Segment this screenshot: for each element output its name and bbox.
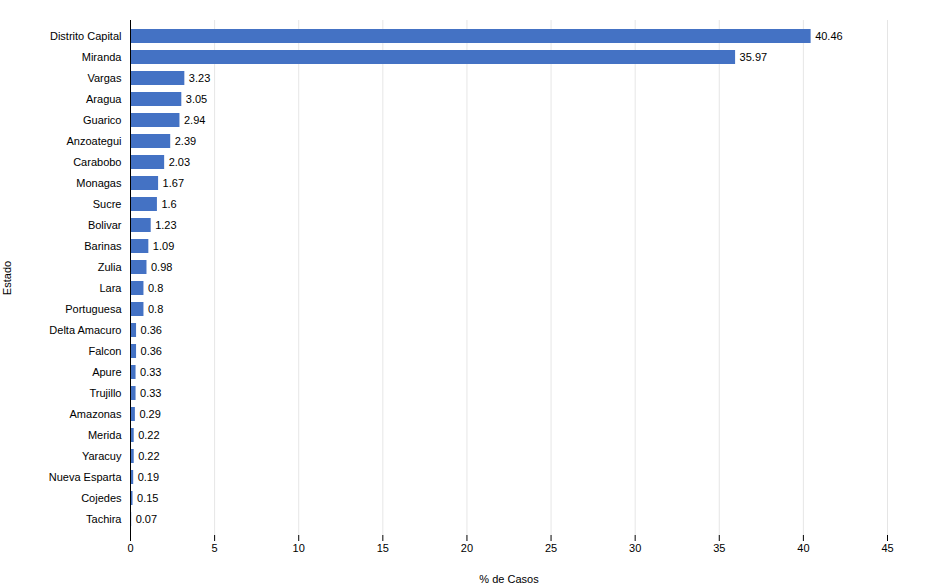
svg-text:0: 0 [127, 542, 133, 554]
svg-text:25: 25 [545, 542, 557, 554]
svg-text:0.22: 0.22 [138, 429, 159, 441]
svg-text:0.29: 0.29 [139, 408, 160, 420]
svg-text:Distrito Capital: Distrito Capital [50, 30, 122, 42]
svg-text:Trujillo: Trujillo [90, 387, 122, 399]
svg-text:Lara: Lara [99, 282, 122, 294]
svg-text:0.36: 0.36 [141, 324, 162, 336]
svg-text:2.94: 2.94 [184, 114, 205, 126]
svg-text:20: 20 [461, 542, 473, 554]
svg-text:Monagas: Monagas [76, 177, 122, 189]
svg-text:Tachira: Tachira [86, 513, 122, 525]
svg-text:3.05: 3.05 [186, 93, 207, 105]
svg-text:35: 35 [713, 542, 725, 554]
svg-text:Sucre: Sucre [93, 198, 122, 210]
svg-text:1.23: 1.23 [155, 219, 176, 231]
svg-text:Anzoategui: Anzoategui [66, 135, 121, 147]
svg-text:Vargas: Vargas [87, 72, 122, 84]
svg-text:Zulia: Zulia [98, 261, 123, 273]
svg-text:35.97: 35.97 [740, 51, 768, 63]
svg-text:2.39: 2.39 [175, 135, 196, 147]
svg-text:Nueva Esparta: Nueva Esparta [49, 471, 123, 483]
svg-text:Barinas: Barinas [84, 240, 122, 252]
svg-text:0.15: 0.15 [137, 492, 158, 504]
svg-text:30: 30 [629, 542, 641, 554]
svg-text:Amazonas: Amazonas [70, 408, 122, 420]
svg-text:0.36: 0.36 [141, 345, 162, 357]
svg-text:Estado: Estado [1, 261, 13, 295]
svg-text:% de Casos: % de Casos [479, 573, 539, 585]
svg-text:45: 45 [881, 542, 893, 554]
svg-text:0.33: 0.33 [140, 366, 161, 378]
svg-text:15: 15 [377, 542, 389, 554]
svg-text:0.8: 0.8 [148, 303, 163, 315]
svg-text:Merida: Merida [88, 429, 123, 441]
svg-text:40.46: 40.46 [815, 30, 843, 42]
svg-text:40: 40 [797, 542, 809, 554]
svg-text:Apure: Apure [92, 366, 121, 378]
svg-text:3.23: 3.23 [189, 72, 210, 84]
svg-text:Yaracuy: Yaracuy [82, 450, 122, 462]
svg-text:1.6: 1.6 [161, 198, 176, 210]
svg-text:1.09: 1.09 [153, 240, 174, 252]
svg-text:5: 5 [212, 542, 218, 554]
svg-text:Falcon: Falcon [88, 345, 121, 357]
svg-text:Cojedes: Cojedes [81, 492, 122, 504]
svg-text:0.98: 0.98 [151, 261, 172, 273]
svg-text:Aragua: Aragua [86, 93, 122, 105]
svg-text:0.8: 0.8 [148, 282, 163, 294]
svg-text:Guarico: Guarico [83, 114, 122, 126]
svg-text:10: 10 [293, 542, 305, 554]
svg-text:0.22: 0.22 [138, 450, 159, 462]
svg-text:1.67: 1.67 [163, 177, 184, 189]
svg-text:Delta Amacuro: Delta Amacuro [49, 324, 121, 336]
svg-text:Carabobo: Carabobo [73, 156, 121, 168]
svg-text:0.07: 0.07 [136, 513, 157, 525]
svg-text:Bolivar: Bolivar [88, 219, 122, 231]
svg-text:0.33: 0.33 [140, 387, 161, 399]
svg-text:Miranda: Miranda [82, 51, 123, 63]
svg-text:2.03: 2.03 [169, 156, 190, 168]
svg-text:Portuguesa: Portuguesa [65, 303, 122, 315]
svg-text:0.19: 0.19 [138, 471, 159, 483]
